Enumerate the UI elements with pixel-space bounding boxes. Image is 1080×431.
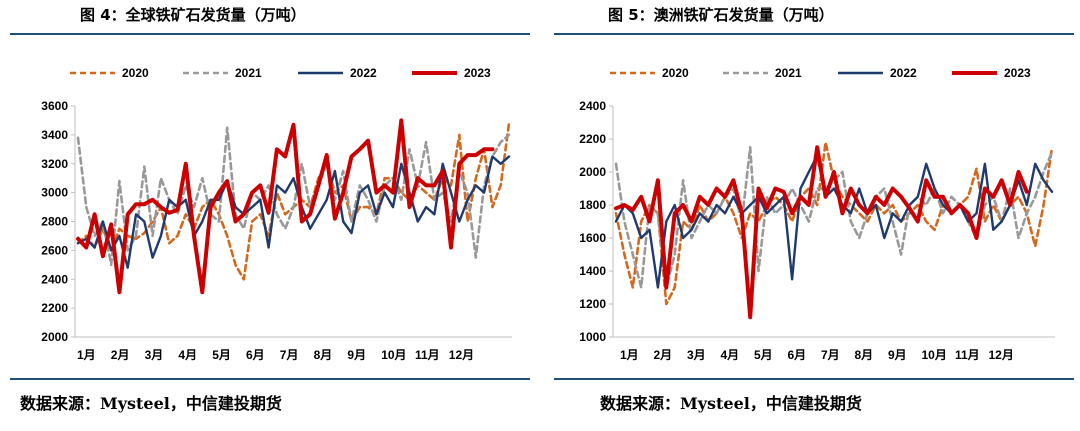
x-tick-label: 4月 <box>721 348 740 362</box>
legend-label-2021: 2021 <box>775 66 802 80</box>
x-tick-label: 8月 <box>855 348 874 362</box>
y-tick-label: 2800 <box>41 215 68 229</box>
y-tick-label: 3200 <box>41 157 68 171</box>
x-tick-label: 5月 <box>212 348 231 362</box>
y-tick-label: 2000 <box>579 165 606 179</box>
y-tick-label: 1800 <box>579 198 606 212</box>
x-tick-label: 10月 <box>922 348 947 362</box>
x-tick-label: 12月 <box>449 348 474 362</box>
legend-label-2022: 2022 <box>350 66 377 80</box>
y-tick-label: 1000 <box>579 330 606 344</box>
x-tick-label: 9月 <box>347 348 366 362</box>
x-tick-label: 8月 <box>314 348 333 362</box>
x-tick-label: 1月 <box>77 348 96 362</box>
x-tick-label: 3月 <box>145 348 164 362</box>
x-tick-label: 10月 <box>381 348 406 362</box>
title-rule <box>10 33 530 35</box>
legend-label-2022: 2022 <box>890 66 917 80</box>
title-rule <box>554 33 1074 35</box>
series-line-2023 <box>76 118 495 295</box>
y-tick-label: 2200 <box>579 132 606 146</box>
y-tick-label: 3600 <box>41 99 68 113</box>
x-tick-label: 6月 <box>246 348 265 362</box>
legend-label-2020: 2020 <box>662 66 689 80</box>
y-tick-label: 2200 <box>41 301 68 315</box>
y-tick-label: 3000 <box>41 186 68 200</box>
x-tick-label: 5月 <box>754 348 773 362</box>
y-tick-label: 1600 <box>579 231 606 245</box>
x-tick-label: 4月 <box>178 348 197 362</box>
series-line-2023 <box>614 145 1029 320</box>
y-tick-label: 1200 <box>579 297 606 311</box>
chart-title: 图 5：澳洲铁矿石发货量（万吨） <box>608 6 834 24</box>
legend-label-2023: 2023 <box>1004 66 1031 80</box>
x-tick-label: 7月 <box>821 348 840 362</box>
y-tick-label: 3400 <box>41 128 68 142</box>
chart-title: 图 4：全球铁矿石发货量（万吨） <box>80 6 306 24</box>
y-tick-label: 2400 <box>579 99 606 113</box>
legend-label-2021: 2021 <box>235 66 262 80</box>
global-shipments-chart: 2020 2021 2022 2023 3600 3400 3200 3000 2800 2600… <box>41 66 512 362</box>
source-rule <box>554 378 1074 380</box>
y-tick-label: 2400 <box>41 272 68 286</box>
source-note: 数据来源：Mysteel，中信建投期货 <box>20 394 282 413</box>
legend-label-2020: 2020 <box>122 66 149 80</box>
x-tick-label: 12月 <box>989 348 1014 362</box>
y-tick-label: 1400 <box>579 264 606 278</box>
chart-panel-global: 图 4：全球铁矿石发货量（万吨） 2020 2021 2022 2023 3600 340… <box>10 6 530 413</box>
legend-label-2023: 2023 <box>464 66 491 80</box>
series-line-2022 <box>76 155 511 269</box>
y-tick-label: 2600 <box>41 243 68 257</box>
x-tick-label: 7月 <box>280 348 299 362</box>
x-tick-label: 9月 <box>888 348 907 362</box>
x-tick-label: 2月 <box>654 348 673 362</box>
series-line-2022 <box>614 154 1054 289</box>
x-tick-label: 2月 <box>111 348 130 362</box>
y-tick-label: 2000 <box>41 330 68 344</box>
x-tick-label: 3月 <box>687 348 706 362</box>
x-tick-label: 11月 <box>955 348 980 362</box>
x-tick-label: 1月 <box>620 348 639 362</box>
australia-shipments-chart: 2020 2021 2022 2023 2400 2200 2000 1800 1600 1400… <box>579 66 1055 362</box>
source-note: 数据来源：Mysteel，中信建投期货 <box>600 394 862 413</box>
chart-panel-australia: 图 5：澳洲铁矿石发货量（万吨） 2020 2021 2022 2023 2400 220… <box>540 0 1080 431</box>
source-rule <box>10 378 530 380</box>
series-line-2020 <box>614 141 1054 306</box>
x-tick-label: 11月 <box>415 348 440 362</box>
x-tick-label: 6月 <box>788 348 807 362</box>
